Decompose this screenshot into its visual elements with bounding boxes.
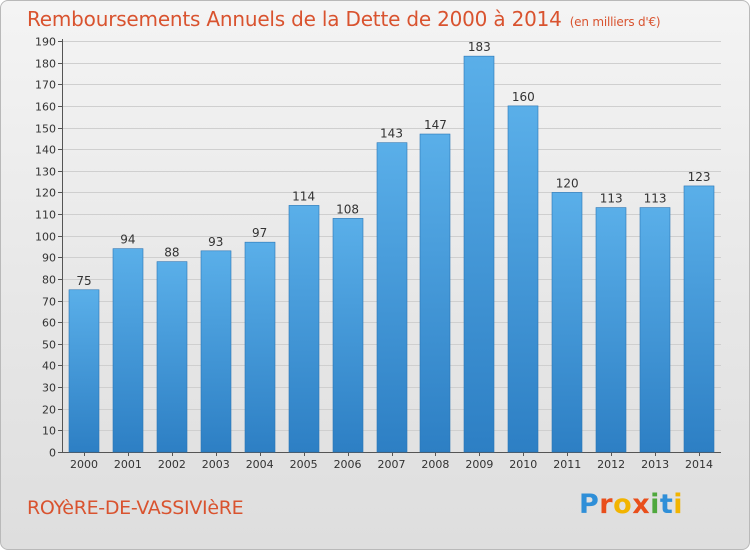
data-label: 147 — [424, 118, 447, 132]
y-tick-label: 130 — [35, 166, 56, 179]
y-tick-label: 180 — [35, 58, 56, 71]
data-label: 108 — [336, 202, 359, 216]
data-label: 160 — [512, 90, 535, 104]
bar-2014 — [683, 185, 715, 453]
data-label: 113 — [600, 192, 623, 206]
logo-letter: P — [579, 489, 600, 520]
logo-letter: i — [650, 489, 660, 520]
y-tick-label: 0 — [49, 447, 56, 460]
data-label: 143 — [380, 127, 403, 141]
data-label: 114 — [292, 189, 315, 203]
data-label: 123 — [688, 170, 711, 184]
data-label: 113 — [644, 192, 667, 206]
y-tick-label: 170 — [35, 79, 56, 92]
chart-title: Remboursements Annuels de la Dette de 20… — [27, 7, 661, 31]
logo-letter: t — [659, 489, 674, 520]
x-tick-label: 2010 — [509, 458, 537, 471]
y-tick-label: 150 — [35, 123, 56, 136]
data-label: 93 — [208, 235, 223, 249]
bars — [68, 55, 715, 453]
place-name: ROYèRE-DE-VASSIVIèRE — [27, 497, 244, 519]
axes — [58, 39, 721, 456]
y-tick-label: 50 — [42, 339, 56, 352]
y-tick-label: 80 — [42, 274, 56, 287]
bar-2006 — [332, 218, 364, 453]
bar-2005 — [288, 205, 320, 453]
y-tick-label: 140 — [35, 144, 56, 157]
y-tick-label: 160 — [35, 101, 56, 114]
chart-title-text: Remboursements Annuels de la Dette de 20… — [27, 7, 562, 31]
tick-labels: 0 10 20 30 40 50 60 70 80 90 100 110 120 130 140 150 160… — [35, 36, 713, 472]
data-label: 75 — [76, 274, 91, 288]
x-tick-label: 2007 — [378, 458, 406, 471]
bar-2007 — [376, 142, 408, 453]
y-tick-label: 60 — [42, 317, 56, 330]
x-tick-label: 2000 — [70, 458, 98, 471]
bar-2011 — [551, 192, 583, 453]
data-labels: 75 94 88 93 97 114 108 143 147 183 160 120 113 113 123 — [76, 40, 710, 288]
x-tick-label: 2011 — [553, 458, 581, 471]
data-label: 97 — [252, 226, 267, 240]
x-tick-label: 2008 — [421, 458, 449, 471]
y-tick-label: 10 — [42, 425, 56, 438]
data-label: 94 — [120, 233, 135, 247]
bar-2013 — [639, 207, 671, 453]
y-tick-label: 40 — [42, 360, 56, 373]
y-tick-label: 120 — [35, 187, 56, 200]
x-tick-label: 2004 — [246, 458, 274, 471]
bar-2009 — [463, 55, 495, 453]
logo-letter: i — [673, 489, 684, 520]
logo-letter: x — [632, 489, 651, 520]
logo-letter: o — [613, 489, 633, 520]
y-tick-label: 110 — [35, 209, 56, 222]
bar-2004 — [244, 241, 276, 453]
y-tick-label: 100 — [35, 231, 56, 244]
y-tick-label: 20 — [42, 404, 56, 417]
x-tick-label: 2009 — [465, 458, 493, 471]
y-tick-label: 70 — [42, 296, 56, 309]
bar-2002 — [156, 261, 188, 453]
bar-2003 — [200, 250, 232, 453]
x-tick-label: 2003 — [202, 458, 230, 471]
data-label: 120 — [556, 176, 579, 190]
y-tick-label: 190 — [35, 36, 56, 49]
bar-2012 — [595, 207, 627, 453]
x-tick-label: 2002 — [158, 458, 186, 471]
proxiti-logo[interactable]: Proxiti — [579, 489, 683, 520]
x-tick-label: 2001 — [114, 458, 142, 471]
bar-2001 — [112, 248, 144, 453]
chart-unit-note: (en milliers d'€) — [569, 15, 661, 29]
logo-letter: r — [599, 489, 614, 520]
bar-2010 — [507, 105, 539, 453]
x-tick-label: 2005 — [290, 458, 318, 471]
data-label: 183 — [468, 40, 491, 54]
data-label: 88 — [164, 246, 179, 260]
y-tick-label: 90 — [42, 252, 56, 265]
x-tick-label: 2013 — [641, 458, 669, 471]
x-tick-label: 2006 — [334, 458, 362, 471]
x-tick-label: 2012 — [597, 458, 625, 471]
bar-2000 — [68, 289, 100, 453]
bar-2008 — [419, 133, 451, 453]
x-tick-label: 2014 — [685, 458, 713, 471]
y-tick-label: 30 — [42, 382, 56, 395]
